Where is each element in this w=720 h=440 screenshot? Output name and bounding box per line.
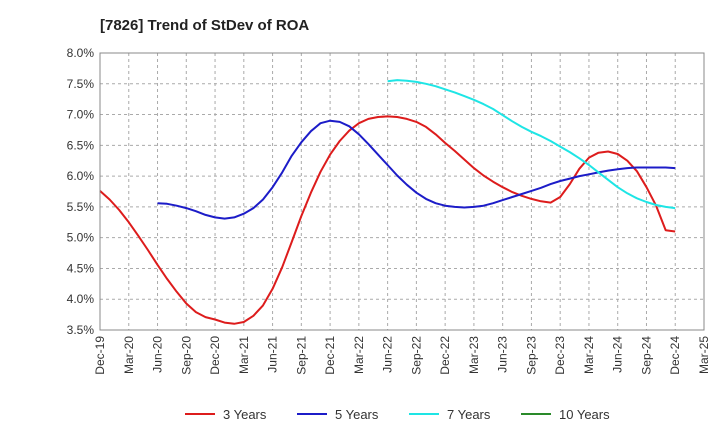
y-tick-label: 3.5% — [67, 323, 95, 337]
x-tick-label: Jun-20 — [151, 336, 165, 373]
x-tick-label: Mar-20 — [122, 336, 136, 374]
x-tick-label: Sep-20 — [179, 336, 193, 375]
y-tick-label: 6.0% — [67, 169, 95, 183]
series-line-2 — [157, 119, 676, 220]
y-tick-label: 7.5% — [67, 77, 95, 91]
x-tick-label: Mar-22 — [352, 336, 366, 374]
x-tick-label: Sep-22 — [409, 336, 423, 375]
x-axis: Dec-19 Mar-20 Jun-20 Sep-20 Dec-20 Mar-21 Jun-… — [93, 336, 711, 375]
legend-label: 10 Years — [559, 407, 610, 422]
x-tick-label: Sep-23 — [524, 336, 538, 375]
y-tick-label: 8.0% — [67, 46, 95, 60]
grid — [100, 53, 704, 330]
y-tick-label: 7.0% — [67, 108, 95, 122]
x-tick-label: Mar-25 — [697, 336, 711, 374]
x-tick-label: Sep-24 — [639, 336, 653, 375]
plot-frame — [99, 52, 705, 331]
x-tick-label: Dec-20 — [208, 336, 222, 375]
legend-label: 7 Years — [447, 407, 491, 422]
x-tick-label: Mar-23 — [467, 336, 481, 374]
legend-label: 3 Years — [223, 407, 267, 422]
x-tick-label: Jun-22 — [381, 336, 395, 373]
y-tick-label: 5.0% — [67, 231, 95, 245]
x-tick-label: Jun-23 — [496, 336, 510, 373]
y-tick-label: 4.0% — [67, 292, 95, 306]
series-lines — [99, 79, 676, 325]
x-tick-label: Mar-21 — [237, 336, 251, 374]
y-tick-label: 6.5% — [67, 138, 95, 152]
legend-label: 5 Years — [335, 407, 379, 422]
x-tick-label: Dec-19 — [93, 336, 107, 375]
series-line-1 — [99, 115, 676, 325]
y-axis: 3.5% 4.0% 4.5% 5.0% 5.5% 6.0% 6.5% 7.0% 7.5% 8.0% — [67, 46, 95, 337]
x-tick-label: Dec-24 — [668, 336, 682, 375]
series-line-3 — [387, 79, 676, 210]
y-tick-label: 4.5% — [67, 261, 95, 275]
y-tick-label: 5.5% — [67, 200, 95, 214]
legend: 3 Years 5 Years 7 Years 10 Years — [185, 407, 610, 422]
x-tick-label: Dec-22 — [438, 336, 452, 375]
x-tick-label: Dec-23 — [553, 336, 567, 375]
x-tick-label: Jun-24 — [611, 336, 625, 373]
chart-title: [7826] Trend of StDev of ROA — [100, 17, 309, 34]
x-tick-label: Sep-21 — [294, 336, 308, 375]
x-tick-label: Dec-21 — [323, 336, 337, 375]
x-tick-label: Jun-21 — [266, 336, 280, 373]
x-tick-label: Mar-24 — [582, 336, 596, 374]
